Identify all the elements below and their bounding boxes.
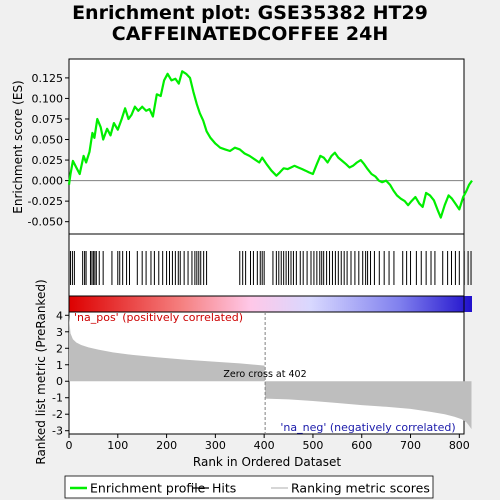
es-y-tick-label: 0.075	[32, 113, 64, 126]
es-y-tick-label: 0.050	[32, 134, 64, 147]
legend-label: Ranking metric scores	[291, 481, 430, 496]
metric-y-axis: -3 -2 -1 0 1 2 3 4	[52, 309, 69, 438]
chart-title-line1: Enrichment plot: GSE35382 HT29	[72, 2, 428, 24]
metric-y-axis-label: Ranked list metric (PreRanked)	[34, 279, 48, 464]
hits-panel-frame	[68, 233, 465, 297]
es-y-axis: -0.050 -0.025 0.000 0.025 0.050 0.075 0.100 0.1…	[28, 72, 69, 229]
x-tick-label: 0	[66, 439, 73, 452]
es-y-tick-label: 0.100	[32, 92, 64, 105]
x-tick-label: 700	[400, 439, 421, 452]
metric-y-tick-label: -2	[52, 408, 63, 421]
metric-y-tick-label: 1	[56, 359, 63, 372]
es-y-tick-label: -0.050	[28, 216, 63, 229]
x-axis-label: Rank in Ordered Dataset	[193, 455, 341, 469]
legend-box	[64, 475, 434, 499]
metric-y-tick-label: -3	[52, 425, 63, 438]
x-tick-label: 300	[205, 439, 226, 452]
legend-label: Hits	[212, 481, 236, 496]
pos-correlated-label: 'na_pos' (positively correlated)	[74, 311, 243, 324]
hits-markers	[69, 251, 472, 285]
legend-label: Enrichment profile	[90, 481, 206, 496]
x-tick-label: 500	[302, 439, 323, 452]
x-tick-label: 200	[156, 439, 177, 452]
es-y-tick-label: 0.000	[32, 175, 64, 188]
es-y-tick-label: 0.125	[32, 72, 64, 85]
metric-y-tick-label: 4	[56, 309, 63, 322]
es-panel-frame	[68, 58, 465, 235]
chart-title-line2: CAFFEINATEDCOFFEE 24H	[112, 23, 388, 45]
es-y-tick-label: 0.025	[32, 154, 64, 167]
x-tick-label: 800	[449, 439, 470, 452]
metric-y-tick-label: 2	[56, 342, 63, 355]
es-y-axis-label: Enrichment score (ES)	[11, 80, 25, 213]
x-tick-label: 600	[351, 439, 372, 452]
enrichment-profile-line	[67, 70, 473, 219]
metric-y-tick-label: 3	[56, 326, 63, 339]
x-axis: 0 100 200 300 400 500 600 700 800	[66, 434, 470, 452]
legend: Enrichment profile Hits Ranking metric sco…	[70, 481, 430, 496]
ranking-gradient-bar	[69, 296, 472, 312]
es-y-tick-label: -0.025	[28, 195, 63, 208]
x-tick-label: 100	[107, 439, 128, 452]
neg-correlated-label: 'na_neg' (negatively correlated)	[280, 421, 455, 434]
metric-y-tick-label: 0	[56, 375, 63, 388]
zero-cross-label: Zero cross at 402	[223, 369, 306, 380]
metric-y-tick-label: -1	[52, 392, 63, 405]
x-tick-label: 400	[254, 439, 275, 452]
ranking-metric-area	[69, 316, 472, 430]
